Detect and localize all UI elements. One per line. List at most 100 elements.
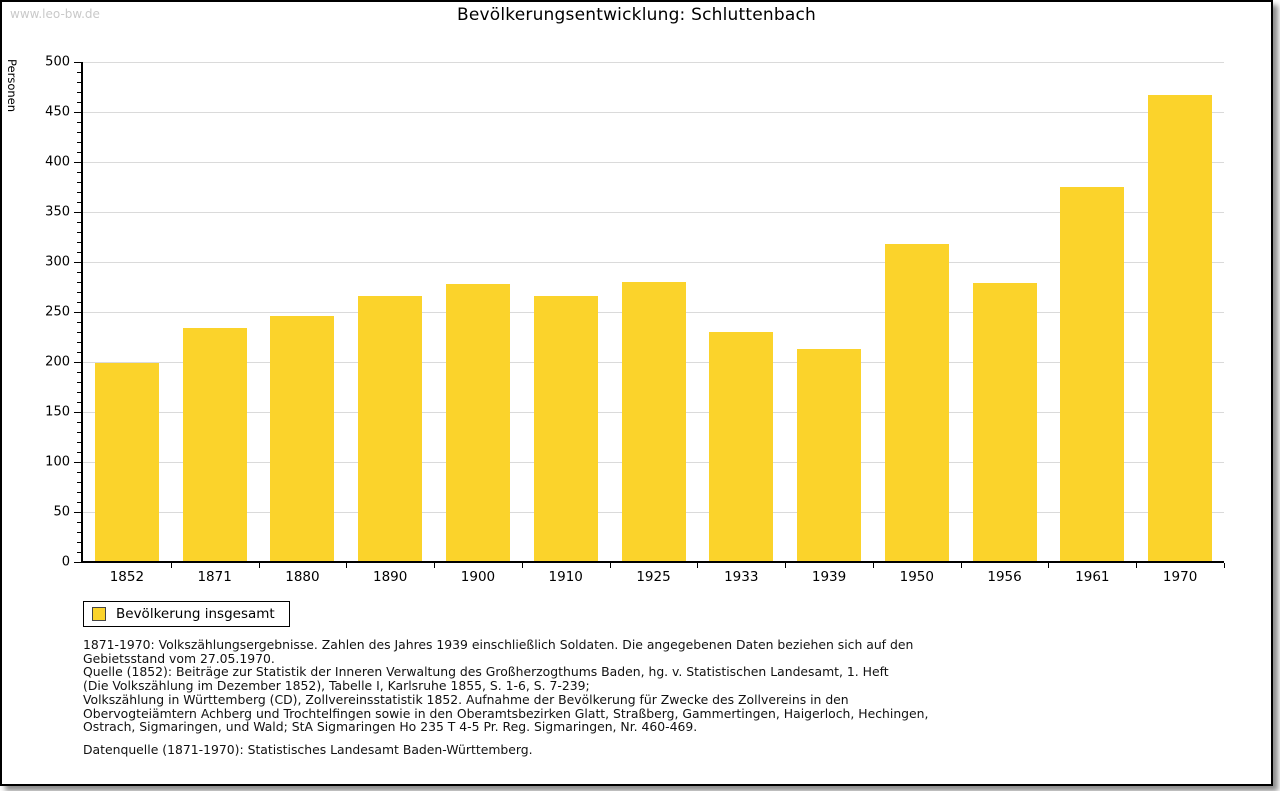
legend-label: Bevölkerung insgesamt bbox=[116, 606, 275, 622]
y-minor-tick-180 bbox=[77, 382, 81, 383]
y-minor-tick-290 bbox=[77, 272, 81, 273]
y-minor-tick-480 bbox=[77, 82, 81, 83]
y-minor-tick-420 bbox=[77, 142, 81, 143]
bar-1900[interactable] bbox=[445, 284, 510, 562]
bar-1939[interactable] bbox=[797, 349, 862, 562]
bar-1910[interactable] bbox=[533, 296, 598, 562]
y-minor-tick-130 bbox=[77, 432, 81, 433]
y-tick-label-350: 350 bbox=[45, 204, 70, 220]
y-minor-tick-360 bbox=[77, 202, 81, 203]
gridline-500 bbox=[83, 62, 1224, 63]
footnote-line-4: (Die Volkszählung im Dezember 1852), Tab… bbox=[83, 678, 590, 694]
x-tick-label-1961: 1961 bbox=[1075, 569, 1110, 585]
gridline-350 bbox=[83, 212, 1224, 213]
footnote-line-1: 1871-1970: Volkszählungsergebnisse. Zahl… bbox=[83, 637, 914, 652]
x-tick-5 bbox=[521, 563, 523, 568]
footnote-line-3: Quelle (1852): Beiträge zur Statistik de… bbox=[83, 664, 889, 680]
y-minor-tick-320 bbox=[77, 242, 81, 243]
bar-1925[interactable] bbox=[621, 282, 686, 562]
y-tick-300 bbox=[74, 262, 81, 263]
datasource-line: Datenquelle (1871-1970): Statistisches L… bbox=[83, 742, 533, 757]
y-tick-label-0: 0 bbox=[61, 554, 70, 570]
y-minor-tick-140 bbox=[77, 422, 81, 423]
legend-swatch-icon bbox=[92, 607, 106, 621]
y-tick-label-250: 250 bbox=[45, 304, 70, 320]
y-minor-tick-210 bbox=[77, 352, 81, 353]
y-minor-tick-310 bbox=[77, 252, 81, 253]
y-minor-tick-190 bbox=[77, 372, 81, 373]
x-tick-2 bbox=[258, 563, 260, 568]
footnote-line-6: Obervogteiämtern Achberg und Trochtelfin… bbox=[83, 705, 929, 721]
footnote-line-2: Gebietsstand vom 27.05.1970. bbox=[83, 650, 275, 666]
gridline-300 bbox=[83, 262, 1224, 263]
x-tick-label-1852: 1852 bbox=[109, 569, 145, 585]
x-tick-9 bbox=[872, 563, 874, 568]
y-tick-250 bbox=[74, 312, 81, 313]
bar-1970[interactable] bbox=[1148, 95, 1213, 562]
y-minor-tick-340 bbox=[77, 222, 81, 223]
y-axis-line bbox=[81, 62, 83, 563]
x-tick-label-1890: 1890 bbox=[373, 569, 408, 585]
x-tick-label-1880: 1880 bbox=[285, 569, 320, 585]
x-tick-label-1933: 1933 bbox=[724, 569, 759, 585]
y-minor-tick-330 bbox=[77, 232, 81, 233]
x-tick-1 bbox=[170, 563, 172, 568]
y-minor-tick-440 bbox=[77, 122, 81, 123]
y-minor-tick-410 bbox=[77, 152, 81, 153]
bar-1890[interactable] bbox=[358, 296, 423, 562]
y-minor-tick-70 bbox=[77, 492, 81, 493]
y-minor-tick-280 bbox=[77, 282, 81, 283]
y-tick-label-400: 400 bbox=[45, 154, 70, 170]
y-minor-tick-380 bbox=[77, 182, 81, 183]
legend-item[interactable]: Bevölkerung insgesamt bbox=[83, 601, 290, 627]
y-minor-tick-260 bbox=[77, 302, 81, 303]
x-tick-6 bbox=[609, 563, 611, 568]
x-tick-7 bbox=[697, 563, 699, 568]
y-minor-tick-40 bbox=[77, 522, 81, 523]
y-tick-label-450: 450 bbox=[45, 104, 70, 120]
y-minor-tick-80 bbox=[77, 482, 81, 483]
y-tick-450 bbox=[74, 112, 81, 113]
bar-1961[interactable] bbox=[1060, 187, 1125, 562]
y-minor-tick-120 bbox=[77, 442, 81, 443]
footnotes: 1871-1970: Volkszählungsergebnisse. Zahl… bbox=[83, 638, 928, 734]
bar-1852[interactable] bbox=[94, 363, 159, 562]
y-minor-tick-20 bbox=[77, 542, 81, 543]
x-tick-10 bbox=[960, 563, 962, 568]
y-minor-tick-90 bbox=[77, 472, 81, 473]
y-tick-400 bbox=[74, 162, 81, 163]
x-tick-label-1910: 1910 bbox=[548, 569, 583, 585]
chart-title: Bevölkerungsentwicklung: Schluttenbach bbox=[456, 5, 816, 25]
y-tick-label-200: 200 bbox=[45, 354, 70, 370]
bar-1871[interactable] bbox=[182, 328, 247, 562]
y-minor-tick-270 bbox=[77, 292, 81, 293]
y-tick-label-150: 150 bbox=[45, 404, 70, 420]
gridline-400 bbox=[83, 162, 1224, 163]
x-tick-11 bbox=[1048, 563, 1050, 568]
x-tick-13 bbox=[1224, 563, 1225, 568]
y-minor-tick-390 bbox=[77, 172, 81, 173]
y-tick-150 bbox=[74, 412, 81, 413]
y-tick-label-300: 300 bbox=[45, 254, 70, 270]
x-tick-label-1939: 1939 bbox=[811, 569, 847, 585]
y-tick-500 bbox=[74, 62, 81, 63]
y-minor-tick-470 bbox=[77, 92, 81, 93]
bar-1956[interactable] bbox=[972, 283, 1037, 562]
y-minor-tick-160 bbox=[77, 402, 81, 403]
x-tick-label-1950: 1950 bbox=[899, 569, 934, 585]
footnote-line-5: Volkszählung in Württemberg (CD), Zollve… bbox=[83, 691, 849, 707]
y-tick-0 bbox=[74, 562, 81, 563]
bar-1880[interactable] bbox=[270, 316, 335, 562]
y-minor-tick-220 bbox=[77, 342, 81, 343]
bar-1933[interactable] bbox=[709, 332, 774, 562]
x-tick-8 bbox=[785, 563, 787, 568]
y-minor-tick-170 bbox=[77, 392, 81, 393]
bar-1950[interactable] bbox=[884, 244, 949, 562]
y-tick-label-100: 100 bbox=[45, 454, 70, 470]
y-minor-tick-460 bbox=[77, 102, 81, 103]
y-minor-tick-230 bbox=[77, 332, 81, 333]
x-tick-3 bbox=[346, 563, 348, 568]
y-tick-200 bbox=[74, 362, 81, 363]
